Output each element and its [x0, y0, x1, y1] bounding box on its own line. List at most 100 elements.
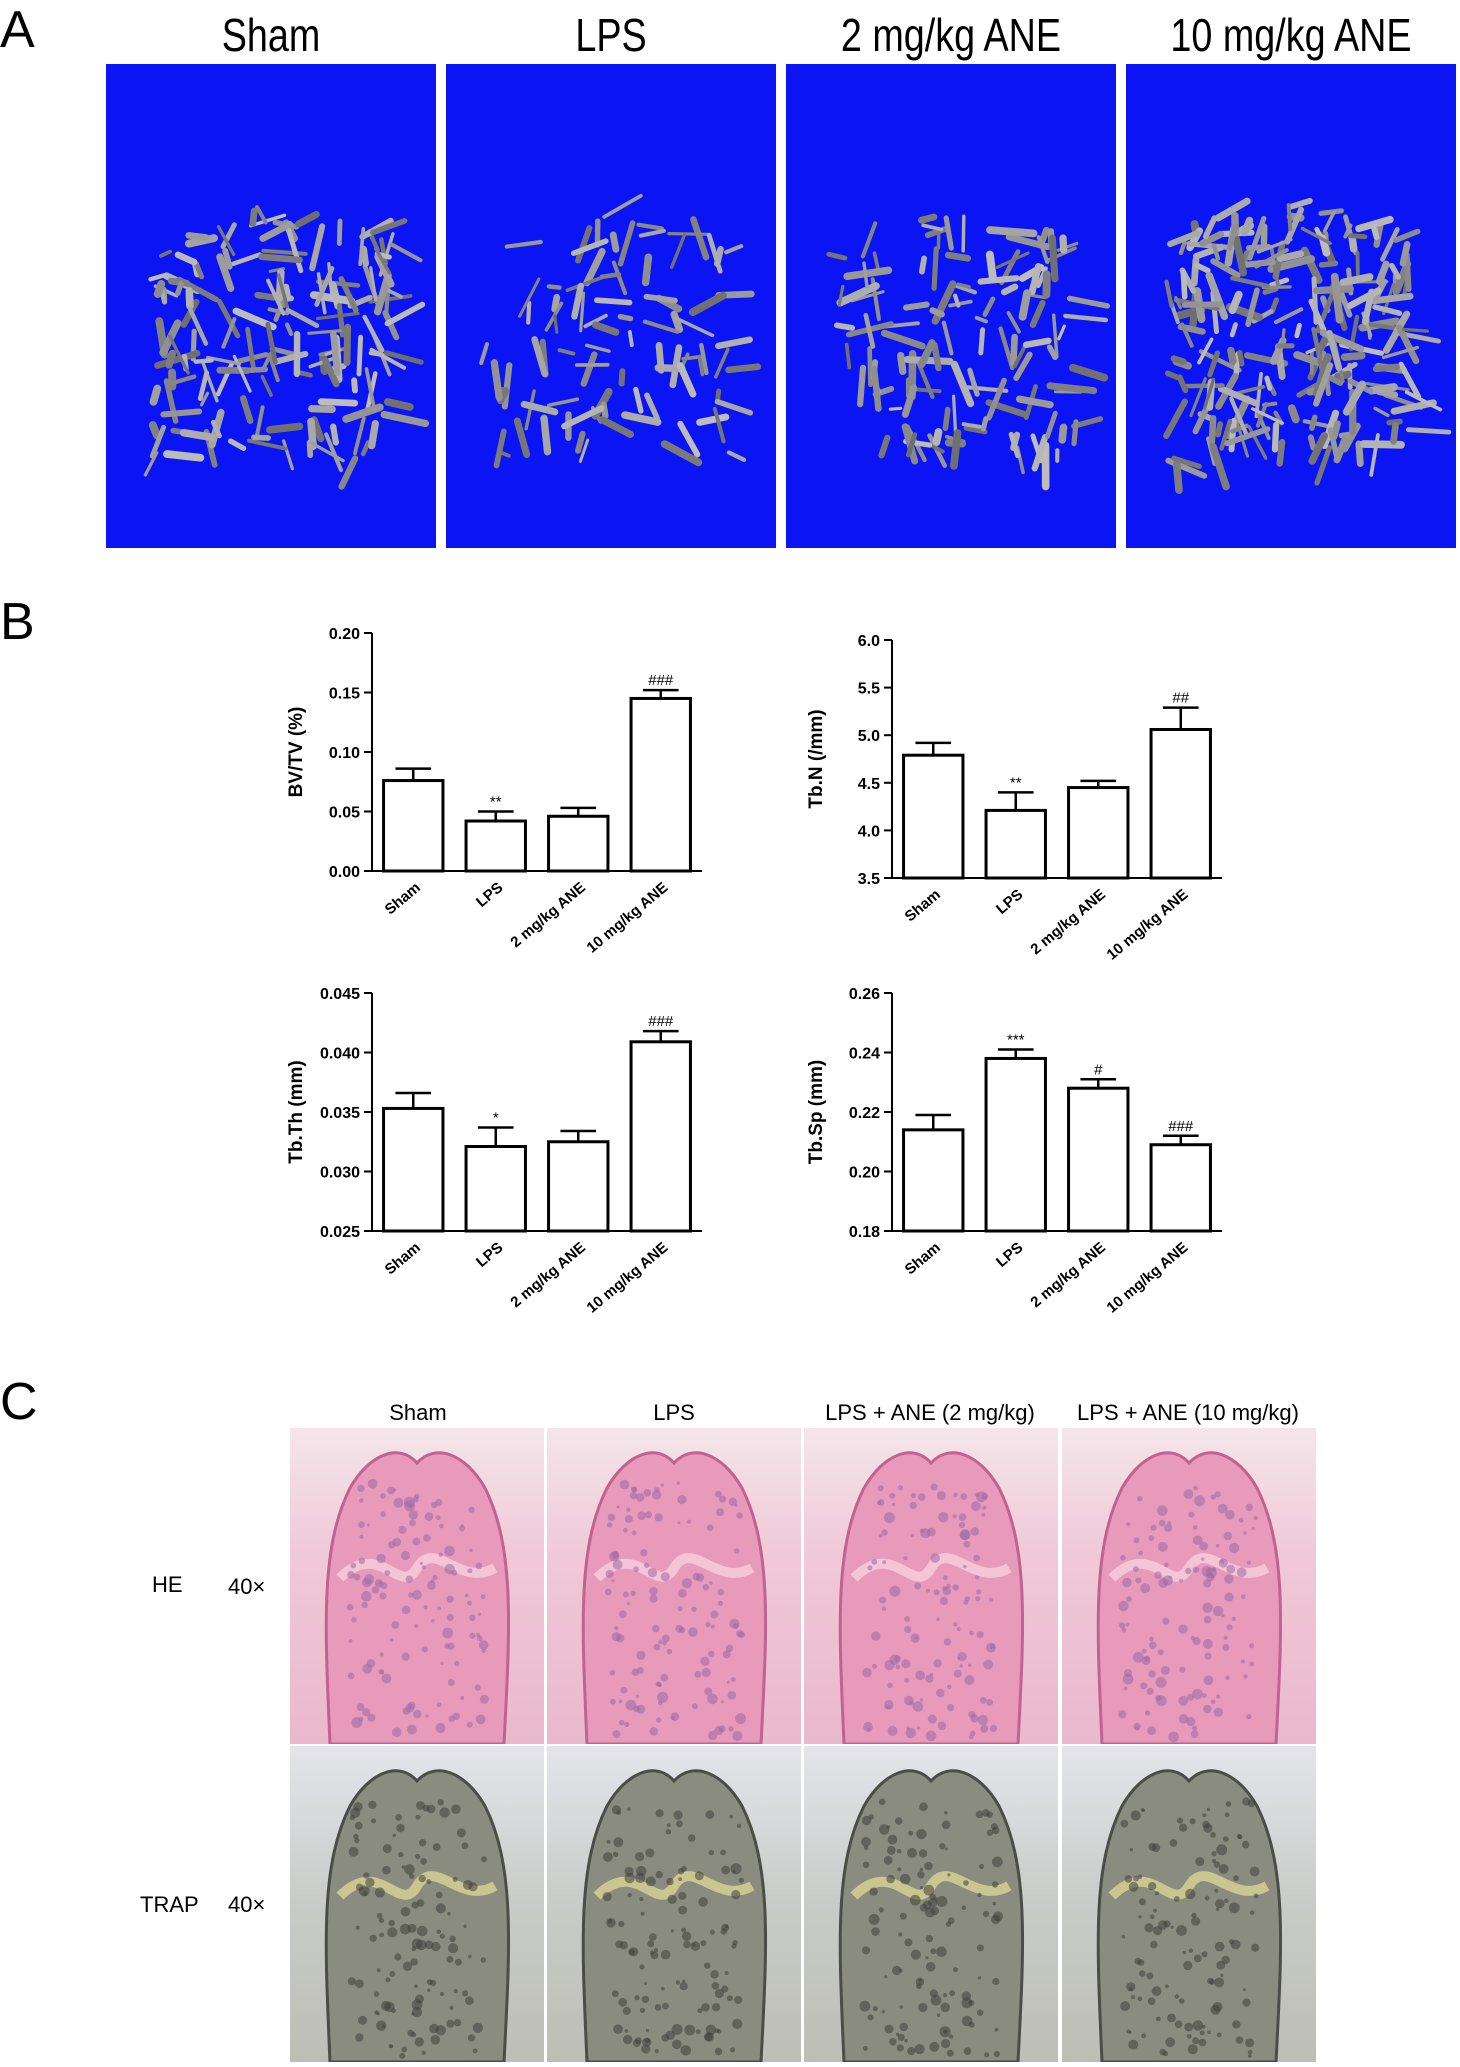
y-tick-label: 4.0 [858, 823, 880, 840]
bar [384, 1108, 443, 1231]
histology-title-2: LPS [546, 1400, 802, 1426]
trap-image-ane-2 [804, 1746, 1058, 2062]
y-tick-label: 0.26 [849, 986, 880, 1003]
y-tick-label: 0.00 [329, 864, 360, 881]
row-label-he-magnification: 40× [228, 1574, 265, 1600]
trap-bone-section [290, 1746, 544, 2062]
microct-image-ane-2 [786, 64, 1116, 548]
y-tick-label: 0.20 [329, 626, 360, 643]
y-tick-label: 0.030 [320, 1165, 360, 1182]
significance-label: ## [1172, 690, 1189, 707]
bar [466, 1147, 525, 1231]
x-tick-label: Sham [382, 1239, 424, 1278]
x-tick-label: LPS [993, 886, 1026, 918]
bar [1151, 1145, 1210, 1231]
he-bone-section [290, 1428, 544, 1744]
x-tick-label: LPS [473, 1239, 506, 1271]
y-tick-label: 0.15 [329, 686, 360, 703]
trap-image-ane-10 [1062, 1746, 1316, 2062]
bar [384, 781, 443, 871]
he-image-sham [290, 1428, 544, 1744]
y-tick-label: 0.10 [329, 745, 360, 762]
x-tick-label: Sham [382, 879, 424, 918]
significance-label: ### [1168, 1118, 1194, 1135]
trabecular-bone-render [786, 64, 1116, 548]
x-tick-label: 10 mg/kg ANE [584, 879, 672, 957]
trap-image-lps [547, 1746, 801, 2062]
row-label-trap-magnification: 40× [228, 1892, 265, 1918]
x-tick-label: 2 mg/kg ANE [1027, 886, 1108, 958]
he-image-lps [547, 1428, 801, 1744]
trap-image-sham [290, 1746, 544, 2062]
y-tick-label: 0.05 [329, 805, 360, 822]
microct-image-lps [446, 64, 776, 548]
bar [631, 1042, 690, 1231]
significance-label: *** [1007, 1032, 1025, 1049]
bar [1151, 729, 1210, 878]
bar-chart-tb-sp: 0.18 0.20 0.22 0.24 0.26 Tb.Sp (mm) Sham *** LPS… [800, 975, 1270, 1355]
y-axis-label: Tb.Th (mm) [286, 1060, 307, 1163]
x-tick-label: 2 mg/kg ANE [1027, 1239, 1108, 1311]
significance-label: ** [1010, 774, 1022, 791]
y-tick-label: 5.5 [858, 681, 880, 698]
bar [986, 810, 1045, 878]
row-label-he-stain: HE [152, 1572, 183, 1598]
microct-title-4: 10 mg/kg ANE [1156, 8, 1427, 62]
microct-image-ane-10 [1126, 64, 1456, 548]
y-tick-label: 6.0 [858, 633, 880, 650]
trabecular-bone-render [1126, 64, 1456, 548]
y-axis-label: Tb.Sp (mm) [806, 1060, 827, 1165]
x-tick-label: Sham [902, 1239, 944, 1278]
he-bone-section [1062, 1428, 1316, 1744]
y-tick-label: 0.24 [849, 1046, 880, 1063]
y-tick-label: 0.18 [849, 1224, 880, 1241]
significance-label: ### [648, 672, 674, 689]
y-tick-label: 3.5 [858, 871, 880, 888]
x-tick-label: LPS [993, 1239, 1026, 1271]
panel-letter-b: B [0, 592, 35, 652]
y-tick-label: 0.045 [320, 986, 360, 1003]
microct-title-1: Sham [136, 8, 407, 62]
he-image-ane-10 [1062, 1428, 1316, 1744]
y-tick-label: 4.5 [858, 776, 880, 793]
x-tick-label: 10 mg/kg ANE [1104, 886, 1192, 964]
panel-letter-c: C [0, 1372, 38, 1432]
microct-title-2: LPS [476, 8, 747, 62]
row-label-trap-stain: TRAP [140, 1892, 199, 1918]
bar [549, 816, 608, 871]
y-tick-label: 0.040 [320, 1046, 360, 1063]
he-image-ane-2 [804, 1428, 1058, 1744]
trap-bone-section [804, 1746, 1058, 2062]
histology-title-3: LPS + ANE (2 mg/kg) [802, 1400, 1058, 1426]
bar [1069, 788, 1128, 878]
histology-title-4: LPS + ANE (10 mg/kg) [1060, 1400, 1316, 1426]
trabecular-bone-render [106, 64, 436, 548]
bar [549, 1142, 608, 1231]
bar [631, 698, 690, 871]
significance-label: * [493, 1109, 499, 1126]
y-tick-label: 0.025 [320, 1224, 360, 1241]
bar [1069, 1088, 1128, 1231]
microct-title-3: 2 mg/kg ANE [816, 8, 1087, 62]
y-tick-label: 0.22 [849, 1105, 880, 1122]
x-tick-label: 2 mg/kg ANE [507, 879, 588, 951]
x-tick-label: 10 mg/kg ANE [584, 1239, 672, 1317]
significance-label: ### [648, 1013, 674, 1030]
y-axis-label: BV/TV (%) [286, 707, 307, 798]
x-tick-label: 2 mg/kg ANE [507, 1239, 588, 1311]
x-tick-label: 10 mg/kg ANE [1104, 1239, 1192, 1317]
significance-label: # [1094, 1061, 1103, 1078]
histology-title-1: Sham [290, 1400, 546, 1426]
y-tick-label: 0.20 [849, 1165, 880, 1182]
bar [986, 1058, 1045, 1231]
microct-image-sham [106, 64, 436, 548]
trap-bone-section [547, 1746, 801, 2062]
panel-letter-a: A [0, 0, 35, 60]
trabecular-bone-render [446, 64, 776, 548]
bar [466, 821, 525, 871]
he-bone-section [547, 1428, 801, 1744]
x-tick-label: Sham [902, 886, 944, 925]
